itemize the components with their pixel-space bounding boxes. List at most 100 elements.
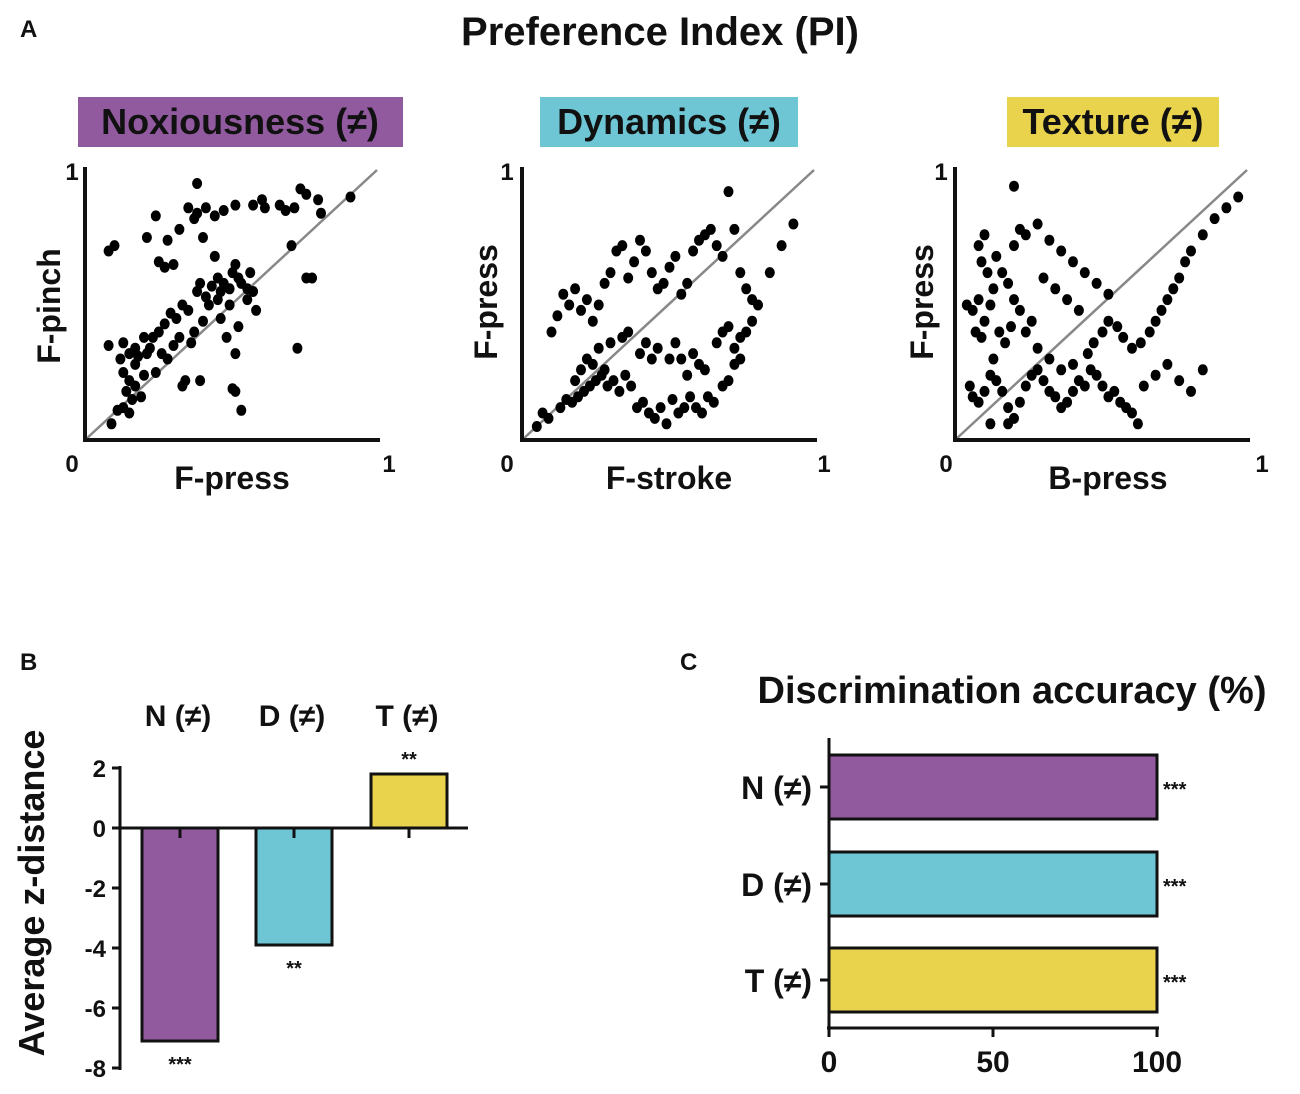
dynamics-title: Dynamics (≠) (557, 101, 781, 142)
data-point (1097, 380, 1108, 392)
data-point (617, 240, 628, 252)
data-point (136, 391, 147, 403)
data-point (183, 202, 194, 214)
data-point (620, 369, 631, 381)
data-point (570, 283, 581, 295)
data-point (171, 313, 182, 324)
data-point (1112, 321, 1123, 333)
data-point (121, 385, 132, 397)
data-point (1233, 191, 1244, 203)
x-tick-label: 100 (1132, 1046, 1182, 1079)
data-point (215, 313, 226, 324)
data-point (1050, 283, 1061, 295)
data-point (1020, 380, 1031, 392)
data-point (1056, 245, 1067, 257)
data-point (682, 369, 693, 381)
data-point (1020, 229, 1031, 241)
data-point (147, 331, 158, 343)
data-point (694, 358, 704, 370)
data-point (1068, 358, 1078, 370)
data-point (626, 380, 637, 392)
z-distance-bar-chart: Average z-distance 2 0 -2 -4 -6 -8 N (≠) *** D (… (11, 700, 468, 1083)
scatter-points (531, 186, 799, 432)
data-point (180, 375, 191, 387)
data-point (679, 402, 690, 414)
data-point (192, 178, 203, 189)
scatter-points (961, 180, 1244, 430)
data-point (156, 348, 167, 360)
data-point (124, 407, 135, 419)
data-point (1197, 229, 1208, 241)
data-point (1068, 256, 1078, 268)
data-point (118, 367, 129, 378)
data-point (729, 223, 740, 235)
data-point (997, 267, 1008, 279)
data-point (1097, 326, 1108, 338)
category-label: D (≠) (741, 867, 812, 903)
data-point (221, 331, 232, 343)
dynamics-title-bg (540, 97, 798, 147)
data-point (1162, 294, 1173, 306)
data-point (1174, 272, 1185, 284)
data-point (1150, 315, 1161, 327)
data-point (230, 385, 241, 397)
data-point (991, 375, 1002, 387)
data-point (316, 207, 326, 219)
data-point (280, 205, 291, 216)
data-point (1009, 180, 1019, 192)
bar (827, 850, 1159, 918)
data-point (313, 194, 324, 206)
data-point (1103, 288, 1114, 300)
data-point (979, 315, 990, 327)
data-point (1091, 277, 1102, 289)
data-point (788, 218, 799, 230)
data-point (1103, 315, 1114, 327)
data-point (1020, 326, 1031, 338)
significance-label: *** (1163, 972, 1187, 994)
data-point (587, 315, 598, 327)
data-point (233, 321, 244, 333)
data-point (186, 337, 197, 349)
data-point (711, 337, 722, 349)
data-point (1135, 337, 1146, 349)
accuracy-bar-chart: Discrimination accuracy (%) 0 50 100 N (≠) *… (741, 670, 1266, 1079)
data-point (646, 353, 657, 365)
data-point (614, 385, 625, 397)
accuracy-title: Discrimination accuracy (%) (758, 670, 1267, 712)
data-point (209, 250, 220, 262)
data-point (242, 294, 253, 306)
data-point (200, 202, 211, 214)
data-point (667, 394, 678, 405)
data-point (982, 267, 993, 279)
y-tick-label: -6 (85, 996, 106, 1023)
scatter-dynamics: Dynamics (≠) 1 0 1 F-stroke F-press (468, 97, 831, 496)
significance-label: ** (286, 958, 302, 980)
category-label: T (≠) (375, 700, 438, 733)
data-point (1091, 369, 1102, 381)
data-point (1062, 396, 1073, 408)
y-tick-max: 1 (500, 159, 513, 186)
data-point (599, 364, 610, 376)
y-axis-label: F-press (468, 244, 504, 360)
data-point (688, 245, 699, 257)
data-point (664, 353, 675, 365)
data-point (685, 391, 696, 403)
data-point (729, 342, 740, 354)
data-point (1209, 213, 1220, 225)
data-point (130, 380, 141, 392)
data-point (735, 267, 746, 279)
x-axis-label: F-press (174, 460, 290, 496)
data-point (153, 256, 164, 268)
data-point (1109, 385, 1120, 397)
data-point (103, 340, 114, 351)
data-point (1032, 342, 1043, 354)
data-point (973, 240, 984, 252)
data-point (1221, 202, 1232, 214)
data-point (209, 210, 220, 222)
data-point (1197, 364, 1208, 376)
data-point (558, 288, 569, 300)
data-point (682, 277, 693, 289)
data-point (195, 375, 206, 387)
x-tick-min: 0 (500, 451, 513, 478)
data-point (1003, 418, 1014, 430)
